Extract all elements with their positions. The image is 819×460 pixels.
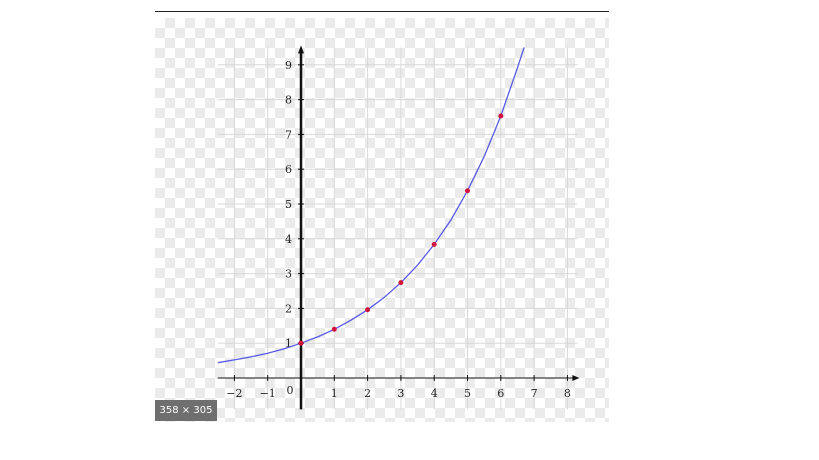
- origin-label: 0: [287, 384, 294, 397]
- curve-line: [217, 47, 525, 364]
- top-divider: [155, 11, 609, 12]
- y-tick-label: 4: [285, 233, 292, 246]
- y-tick-label: 6: [285, 163, 292, 176]
- y-tick-label: 5: [285, 198, 292, 211]
- y-tick-label: 2: [285, 302, 292, 315]
- y-tick-label: 8: [285, 94, 292, 107]
- image-size-badge: 358 × 305: [155, 400, 217, 421]
- chart-plot: −2 −1 1 2 3 4 5 6 7 8 1 2 3 4 5 6 7 8 9 0: [217, 45, 580, 410]
- x-tick-label: −1: [260, 387, 276, 400]
- y-tick-label: 1: [285, 337, 292, 350]
- x-tick-label: −2: [226, 387, 242, 400]
- x-tick-label: 3: [397, 387, 404, 400]
- x-tick-label: 2: [364, 387, 371, 400]
- y-tick-label: 7: [285, 128, 292, 141]
- data-point: [498, 113, 504, 119]
- x-axis-arrow: [572, 375, 580, 381]
- data-point: [398, 280, 404, 286]
- data-point: [298, 340, 304, 346]
- chart-image[interactable]: −2 −1 1 2 3 4 5 6 7 8 1 2 3 4 5 6 7 8 9 0: [155, 18, 609, 422]
- x-tick-label: 5: [464, 387, 471, 400]
- data-point: [431, 241, 437, 247]
- x-tick-label: 7: [531, 387, 538, 400]
- x-tick-label: 8: [564, 387, 571, 400]
- y-tick-label: 9: [285, 59, 292, 72]
- y-axis-arrow: [298, 45, 304, 54]
- data-point: [365, 307, 371, 313]
- y-tick-label: 3: [285, 268, 292, 281]
- x-tick-label: 1: [331, 387, 338, 400]
- x-tick-label: 6: [497, 387, 504, 400]
- data-point: [465, 188, 470, 194]
- data-point: [331, 326, 337, 332]
- x-tick-label: 4: [431, 387, 438, 400]
